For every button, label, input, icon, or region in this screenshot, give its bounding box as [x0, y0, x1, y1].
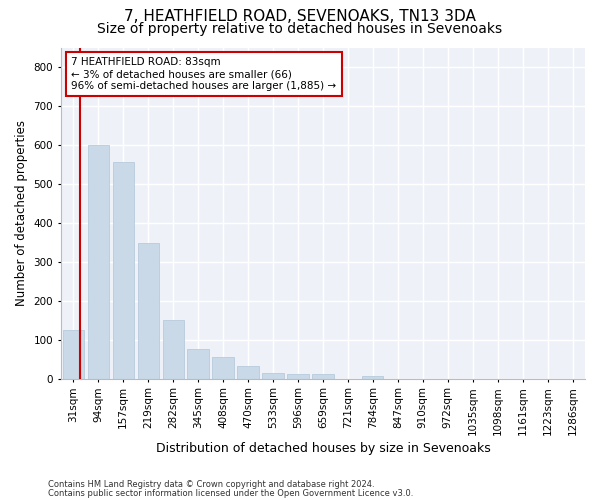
Bar	[62, 330, 84, 378]
Bar	[313, 374, 334, 378]
Y-axis label: Number of detached properties: Number of detached properties	[15, 120, 28, 306]
X-axis label: Distribution of detached houses by size in Sevenoaks: Distribution of detached houses by size …	[155, 442, 490, 455]
Text: 7, HEATHFIELD ROAD, SEVENOAKS, TN13 3DA: 7, HEATHFIELD ROAD, SEVENOAKS, TN13 3DA	[124, 9, 476, 24]
Text: Size of property relative to detached houses in Sevenoaks: Size of property relative to detached ho…	[97, 22, 503, 36]
Bar	[362, 376, 383, 378]
Bar	[113, 162, 134, 378]
Bar	[88, 145, 109, 378]
Bar	[238, 366, 259, 378]
Bar	[187, 350, 209, 378]
Bar	[287, 374, 308, 378]
Bar	[163, 320, 184, 378]
Text: Contains HM Land Registry data © Crown copyright and database right 2024.: Contains HM Land Registry data © Crown c…	[48, 480, 374, 489]
Bar	[137, 243, 159, 378]
Text: Contains public sector information licensed under the Open Government Licence v3: Contains public sector information licen…	[48, 488, 413, 498]
Bar	[262, 373, 284, 378]
Bar	[212, 357, 233, 378]
Text: 7 HEATHFIELD ROAD: 83sqm
← 3% of detached houses are smaller (66)
96% of semi-de: 7 HEATHFIELD ROAD: 83sqm ← 3% of detache…	[71, 58, 337, 90]
